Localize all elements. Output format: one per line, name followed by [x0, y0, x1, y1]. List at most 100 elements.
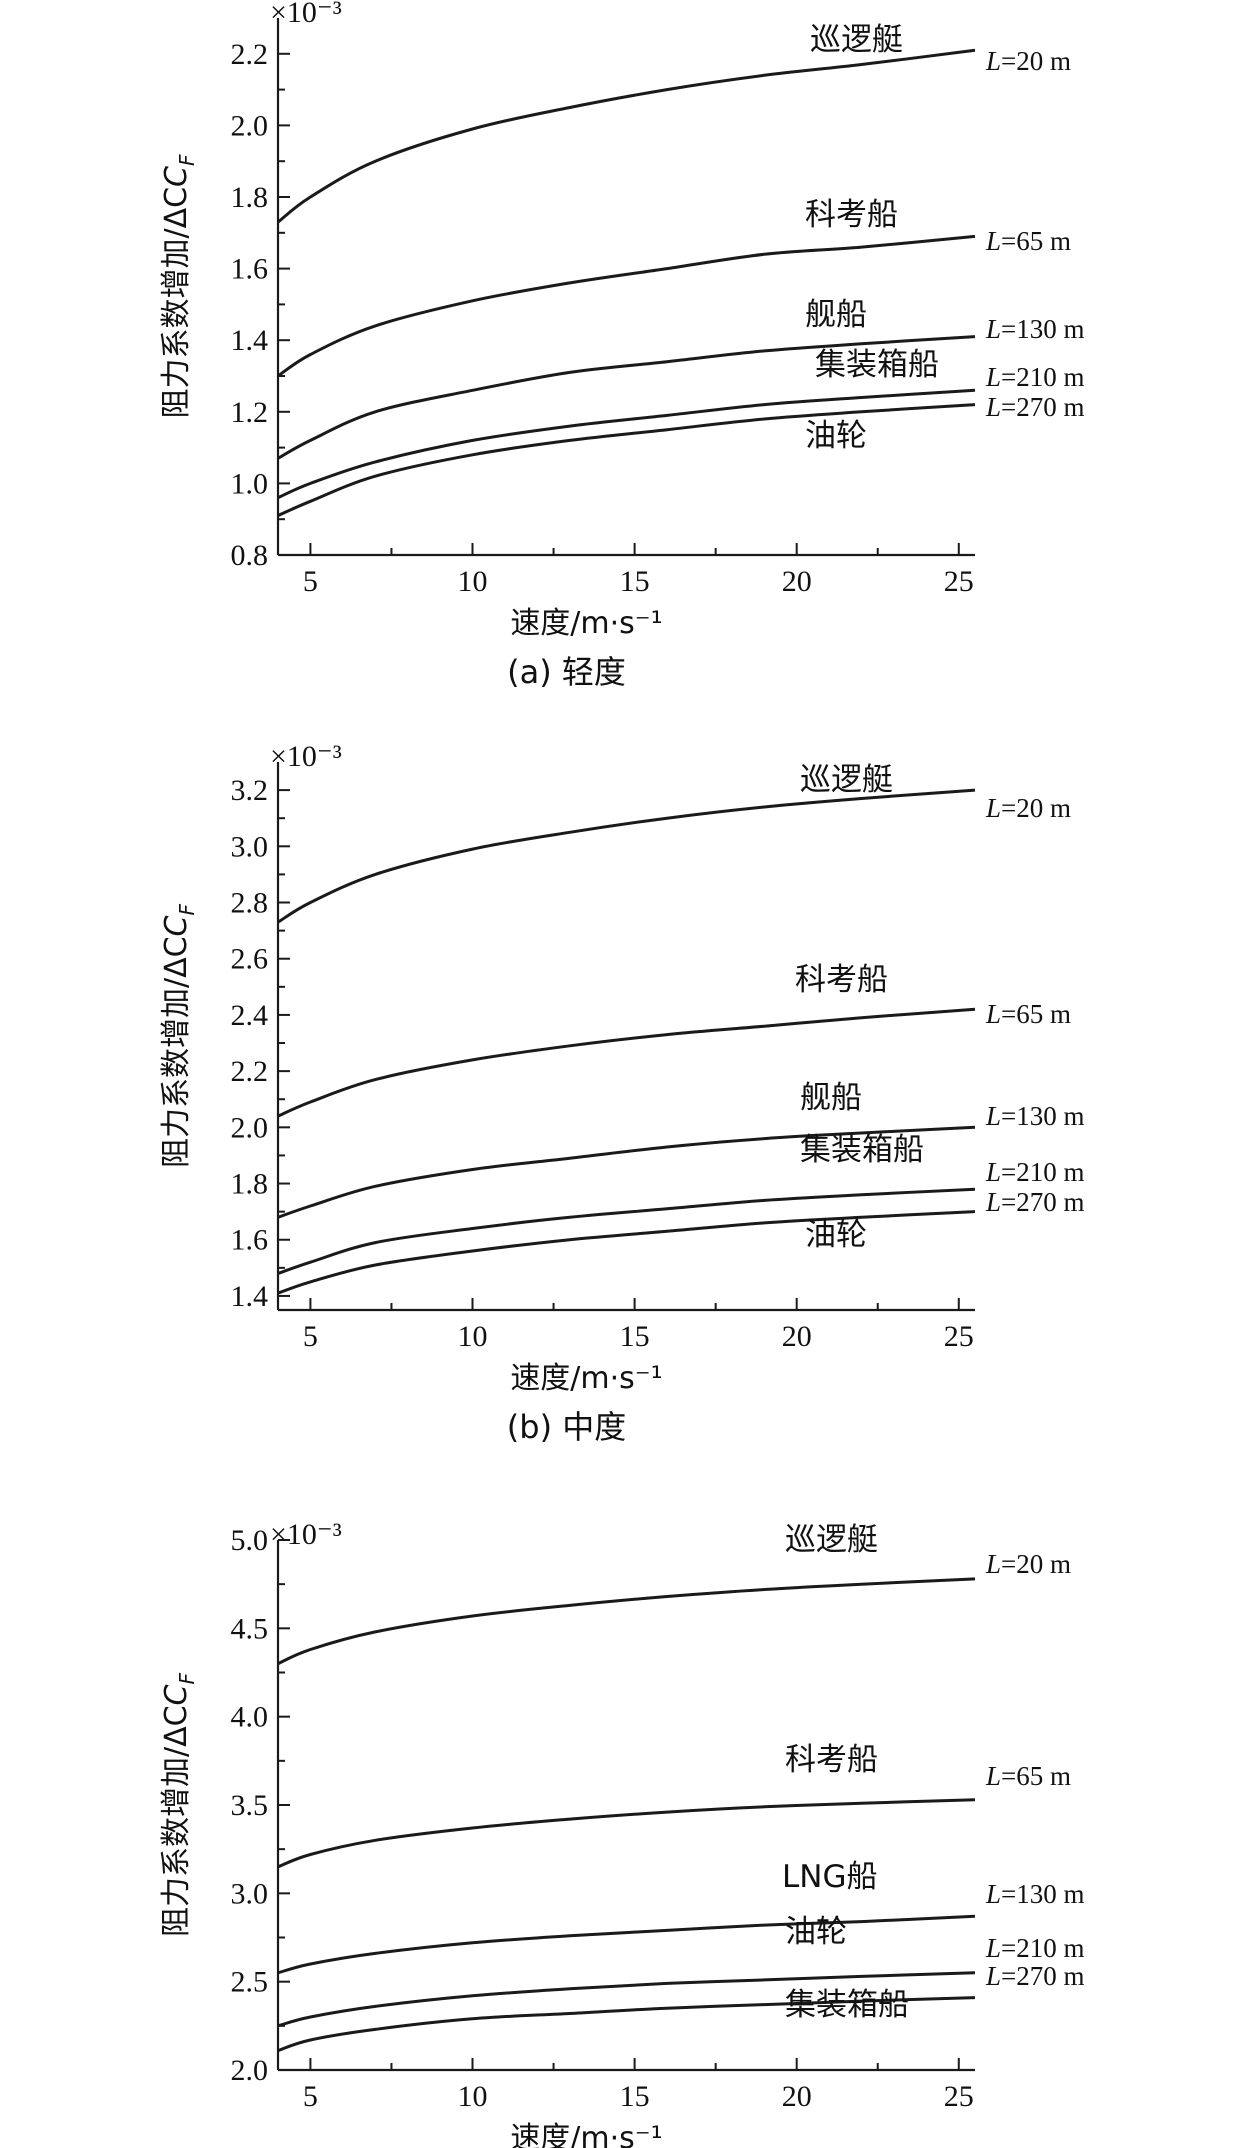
series-length-label: L=65 m — [985, 1761, 1071, 1791]
series-name-label: 巡逻艇 — [785, 1522, 878, 1558]
y-tick-label: 3.0 — [231, 830, 269, 863]
series-line-1 — [277, 1798, 976, 1869]
y-tick-label: 1.0 — [231, 467, 269, 500]
series-line-2 — [277, 1914, 976, 1975]
x-tick-label: 15 — [620, 1320, 650, 1353]
series-line-3 — [277, 388, 976, 500]
x-tick-label: 5 — [303, 2080, 318, 2113]
y-tick-label: 1.6 — [231, 1224, 269, 1257]
y-tick-label: 2.2 — [231, 1055, 269, 1088]
y-tick-label: 1.8 — [231, 1168, 269, 1201]
series-length-label: L=130 m — [985, 1101, 1085, 1131]
scale-label: ×10⁻³ — [270, 1518, 342, 1551]
series-length-label: L=130 m — [985, 314, 1085, 344]
y-tick-label: 3.0 — [231, 1877, 269, 1910]
series-length-label: L=20 m — [985, 1549, 1071, 1579]
y-tick-label: 3.2 — [231, 774, 269, 807]
y-tick-label: 2.4 — [231, 999, 269, 1032]
series-line-0 — [277, 48, 976, 224]
series-name-label: 集装箱船 — [815, 347, 939, 383]
series-name-label: 科考船 — [795, 962, 888, 998]
series-length-label: L=65 m — [985, 999, 1071, 1029]
y-tick-label: 2.2 — [231, 38, 269, 71]
series-length-label: L=20 m — [985, 46, 1071, 76]
x-tick-label: 20 — [782, 565, 812, 598]
y-tick-label: 5.0 — [231, 1524, 269, 1557]
x-tick-label: 15 — [620, 565, 650, 598]
y-tick-label: 2.8 — [231, 887, 269, 920]
series-line-3 — [277, 1971, 976, 2028]
x-tick-label: 20 — [782, 2080, 812, 2113]
chart-panel-0: 0.8 1.0 1.2 1.4 1.6 1.8 2.0 2.2 5 10 15 20 25 ×10⁻³ 阻力… — [159, 0, 1085, 691]
y-tick-label: 3.5 — [231, 1789, 269, 1822]
x-tick-label: 5 — [303, 1320, 318, 1353]
series-line-1 — [277, 234, 976, 378]
series-line-0 — [277, 1577, 976, 1666]
series-line-1 — [277, 1007, 976, 1118]
y-tick-label: 2.6 — [231, 943, 269, 976]
series-length-label: L=20 m — [985, 793, 1071, 823]
y-tick-label: 1.6 — [231, 253, 269, 286]
y-tick-label: 2.5 — [231, 1966, 269, 1999]
x-tick-label: 15 — [620, 2080, 650, 2113]
scale-label: ×10⁻³ — [270, 740, 342, 773]
series-line-4 — [277, 1996, 976, 2053]
series-name-label: 油轮 — [805, 418, 867, 454]
series-length-label: L=270 m — [985, 392, 1085, 422]
series-length-label: L=270 m — [985, 1961, 1085, 1991]
series-line-4 — [277, 1210, 976, 1295]
x-tick-label: 25 — [944, 1320, 974, 1353]
series-length-label: L=270 m — [985, 1187, 1085, 1217]
chart-panel-2: 2.0 2.5 3.0 3.5 4.0 4.5 5.0 5 10 15 20 25 ×10⁻³ 阻力系数增… — [159, 1518, 1085, 2148]
x-axis-title: 速度/m·s⁻¹ — [510, 1361, 662, 1396]
x-tick-label: 10 — [458, 2080, 488, 2113]
series-line-2 — [277, 1125, 976, 1219]
x-tick-label: 20 — [782, 1320, 812, 1353]
x-tick-label: 25 — [944, 565, 974, 598]
y-tick-label: 0.8 — [231, 539, 269, 572]
series-line-3 — [277, 1187, 976, 1275]
series-length-label: L=210 m — [985, 1933, 1085, 1963]
y-axis-title: 阻力系数增加/ΔCCF — [159, 903, 199, 1168]
x-axis-title: 速度/m·s⁻¹ — [510, 606, 662, 641]
panel-caption: (a) 轻度 — [507, 653, 626, 691]
panel-caption: (b) 中度 — [507, 1408, 626, 1446]
x-tick-label: 25 — [944, 2080, 974, 2113]
y-tick-label: 1.8 — [231, 181, 269, 214]
y-tick-label: 2.0 — [231, 2054, 269, 2087]
y-tick-label: 4.0 — [231, 1701, 269, 1734]
series-name-label: 科考船 — [785, 1742, 878, 1778]
series-name-label: 集装箱船 — [800, 1132, 924, 1168]
series-name-label: 巡逻艇 — [800, 762, 893, 798]
series-name-label: 舰船 — [800, 1080, 862, 1116]
series-length-label: L=65 m — [985, 226, 1071, 256]
scale-label: ×10⁻³ — [270, 0, 342, 29]
series-name-label: 舰船 — [805, 297, 867, 333]
y-tick-label: 1.2 — [231, 396, 269, 429]
y-tick-label: 2.0 — [231, 1111, 269, 1144]
series-length-label: L=130 m — [985, 1879, 1085, 1909]
chart-panel-1: 1.4 1.6 1.8 2.0 2.2 2.4 2.6 2.8 3.0 3.2 5 10 15 20 25 ×… — [159, 740, 1085, 1446]
x-tick-label: 10 — [458, 565, 488, 598]
series-name-label: LNG船 — [782, 1859, 877, 1895]
series-line-0 — [277, 788, 976, 924]
y-axis-title: 阻力系数增加/ΔCCF — [159, 154, 199, 419]
series-name-label: 科考船 — [805, 197, 898, 233]
series-line-4 — [277, 403, 976, 517]
y-tick-label: 1.4 — [231, 1280, 269, 1313]
x-tick-label: 5 — [303, 565, 318, 598]
series-name-label: 油轮 — [785, 1914, 847, 1950]
y-tick-label: 4.5 — [231, 1612, 269, 1645]
series-name-label: 油轮 — [805, 1217, 867, 1253]
series-length-label: L=210 m — [985, 362, 1085, 392]
x-tick-label: 10 — [458, 1320, 488, 1353]
series-name-label: 集装箱船 — [785, 1987, 909, 2023]
series-length-label: L=210 m — [985, 1157, 1085, 1187]
x-axis-title: 速度/m·s⁻¹ — [510, 2121, 662, 2148]
y-tick-label: 1.4 — [231, 324, 269, 357]
y-axis-title: 阻力系数增加/ΔCCF — [159, 1672, 199, 1937]
series-name-label: 巡逻艇 — [810, 22, 903, 58]
y-tick-label: 2.0 — [231, 109, 269, 142]
series-line-2 — [277, 335, 976, 460]
